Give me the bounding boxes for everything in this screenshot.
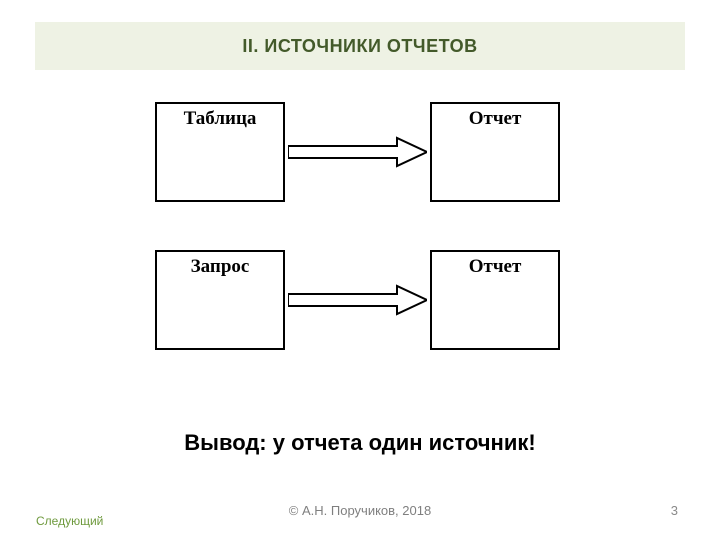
slide-title: II. ИСТОЧНИКИ ОТЧЕТОВ: [242, 36, 477, 57]
page-number: 3: [671, 503, 678, 518]
node-n3: Запрос: [155, 250, 285, 350]
node-n1: Таблица: [155, 102, 285, 202]
node-n4: Отчет: [430, 250, 560, 350]
title-bar: II. ИСТОЧНИКИ ОТЧЕТОВ: [35, 22, 685, 70]
node-n2: Отчет: [430, 102, 560, 202]
copyright-text: © А.Н. Поручиков, 2018: [0, 503, 720, 518]
conclusion-text: Вывод: у отчета один источник!: [0, 430, 720, 456]
arrow-n1-n2: [288, 136, 427, 168]
arrow-n3-n4: [288, 284, 427, 316]
